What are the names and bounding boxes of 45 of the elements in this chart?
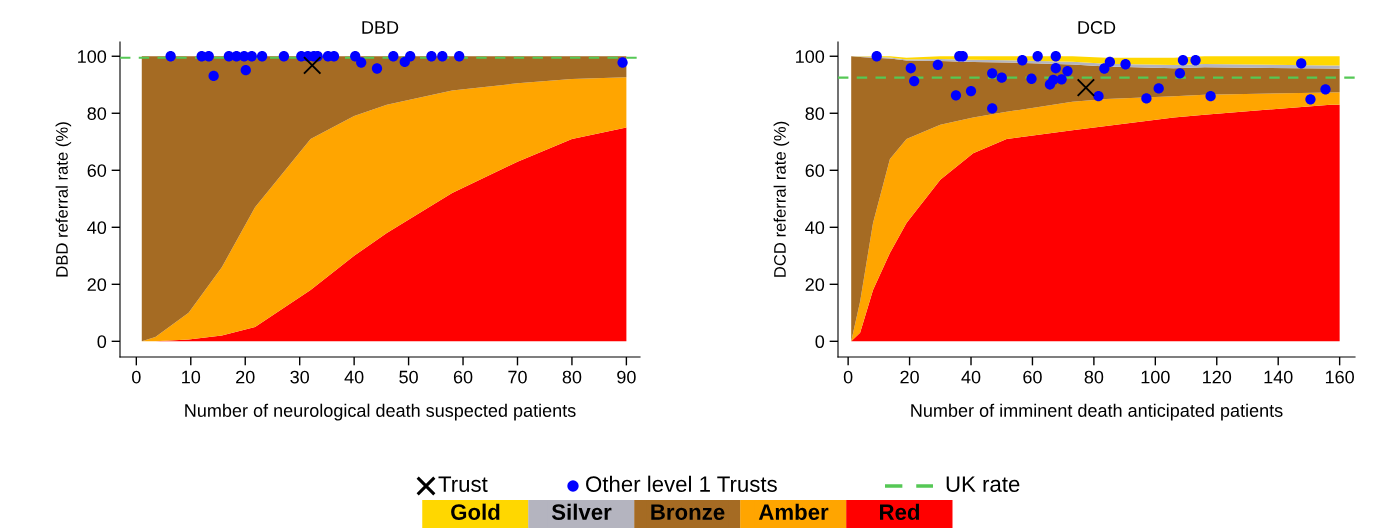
x-tick-label: 50 [399,370,418,384]
x-tick-label: 80 [562,370,582,384]
legend-label: Silver [551,503,612,520]
x-tick-label: 30 [290,370,310,384]
y-axis-title: DBD referral rate (%) [55,122,72,277]
y-tick-label: 60 [805,164,825,177]
x-tick-label: 60 [1023,370,1042,384]
legend-label: Gold [451,503,500,520]
x-tick-label: 0 [843,370,853,384]
y-tick-label: 60 [87,164,107,177]
x-tick-label: 70 [508,370,527,384]
y-tick-label: 80 [87,107,107,120]
x-axis-title: Number of imminent death anticipated patients [911,403,1283,421]
y-tick-label: 100 [78,50,107,63]
x-tick-label: 100 [1141,370,1170,384]
x-tick-label: 90 [617,370,636,384]
x-tick-label: 160 [1325,370,1354,384]
y-tick-label: 40 [805,221,825,235]
x-tick-label: 40 [961,370,981,384]
y-tick-label: 40 [87,221,107,235]
x-tick-label: 20 [236,370,255,384]
x-tick-label: 60 [453,370,473,384]
y-tick-label: 80 [805,107,825,120]
chart-title: DCD [1078,21,1116,34]
legend-label: Amber [758,503,829,520]
legend-label: Red [880,503,920,520]
y-tick-label: 20 [805,278,825,292]
x-tick-label: 0 [132,370,141,384]
x-tick-label: 20 [900,370,919,384]
y-tick-label: 20 [87,278,107,292]
legend-label: Trust [438,476,488,492]
x-axis-title: Number of neurological death suspected patients [185,403,576,421]
x-tick-label: 10 [182,370,201,384]
x-tick-label: 40 [344,370,364,384]
x-tick-label: 140 [1264,370,1293,384]
chart-title: DBD [362,21,399,34]
legend-label: Other level 1 Trusts [586,475,777,492]
y-tick-label: 100 [796,50,825,63]
y-axis-title: DCD referral rate (%) [773,121,790,277]
x-tick-label: 80 [1084,370,1104,384]
y-tick-label: 0 [815,335,825,349]
legend-label: Bronze [651,504,725,520]
y-tick-label: 0 [97,335,107,349]
x-tick-label: 120 [1203,370,1232,384]
legend-label: UK rate [946,476,1020,492]
